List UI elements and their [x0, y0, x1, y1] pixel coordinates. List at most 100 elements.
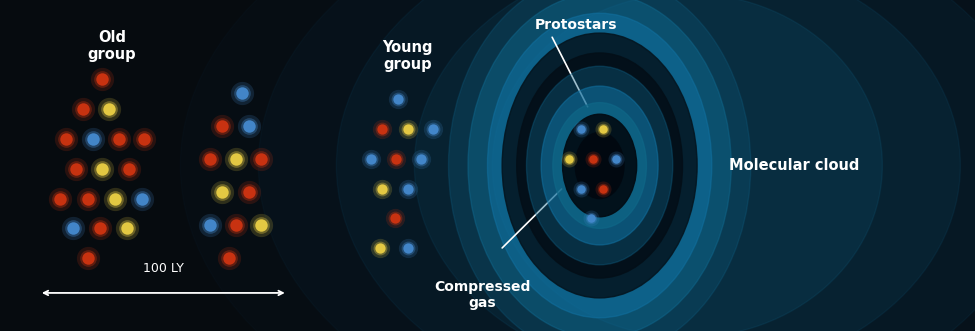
Point	[390, 97, 406, 102]
Point	[53, 196, 68, 201]
Point	[135, 196, 150, 201]
Point	[135, 196, 150, 201]
Point	[214, 123, 230, 128]
Point	[583, 216, 599, 221]
Point	[80, 256, 96, 261]
Point	[121, 166, 137, 171]
Point	[374, 126, 390, 132]
Point	[374, 186, 390, 191]
Point	[374, 126, 390, 132]
Point	[228, 156, 244, 162]
Point	[374, 186, 390, 191]
Point	[241, 189, 256, 195]
Point	[254, 156, 269, 162]
Point	[595, 186, 610, 191]
Point	[388, 156, 404, 162]
Point	[202, 222, 217, 228]
Text: Molecular cloud: Molecular cloud	[729, 158, 860, 173]
Ellipse shape	[517, 53, 682, 278]
Point	[58, 136, 74, 142]
Point	[363, 156, 378, 162]
Ellipse shape	[563, 114, 637, 217]
Point	[400, 126, 415, 132]
Point	[583, 216, 599, 221]
Point	[413, 156, 429, 162]
Point	[234, 90, 250, 95]
Point	[111, 136, 127, 142]
Point	[202, 156, 217, 162]
Point	[562, 156, 577, 162]
Point	[53, 196, 68, 201]
Point	[254, 222, 269, 228]
Point	[221, 256, 237, 261]
Point	[85, 136, 100, 142]
Point	[573, 126, 589, 132]
Point	[68, 166, 84, 171]
Point	[573, 186, 589, 191]
Point	[595, 186, 610, 191]
Point	[93, 226, 108, 231]
Ellipse shape	[526, 66, 673, 265]
Point	[400, 246, 415, 251]
Point	[136, 136, 152, 142]
Point	[425, 126, 441, 132]
Point	[95, 166, 110, 171]
Point	[372, 246, 388, 251]
Point	[363, 156, 378, 162]
Point	[400, 186, 415, 191]
Point	[95, 77, 110, 82]
Point	[214, 189, 230, 195]
Point	[53, 196, 68, 201]
Point	[95, 166, 110, 171]
Point	[75, 107, 91, 112]
Point	[80, 256, 96, 261]
Point	[221, 256, 237, 261]
Point	[573, 126, 589, 132]
Point	[608, 156, 624, 162]
Point	[234, 90, 250, 95]
Point	[573, 126, 589, 132]
Point	[400, 186, 415, 191]
Point	[228, 156, 244, 162]
Point	[595, 186, 610, 191]
Ellipse shape	[414, 0, 960, 331]
Point	[107, 196, 123, 201]
Point	[595, 126, 610, 132]
Point	[595, 126, 610, 132]
Ellipse shape	[180, 0, 975, 331]
Point	[202, 156, 217, 162]
Point	[65, 226, 81, 231]
Point	[390, 97, 406, 102]
Point	[241, 123, 256, 128]
Point	[372, 246, 388, 251]
Ellipse shape	[488, 13, 712, 318]
Text: Protostars: Protostars	[534, 18, 617, 32]
Point	[65, 226, 81, 231]
Point	[400, 246, 415, 251]
Point	[573, 186, 589, 191]
Point	[93, 226, 108, 231]
Point	[202, 222, 217, 228]
Point	[119, 226, 135, 231]
Point	[374, 186, 390, 191]
Point	[95, 77, 110, 82]
Point	[135, 196, 150, 201]
Point	[388, 156, 404, 162]
Ellipse shape	[541, 86, 658, 245]
Point	[387, 216, 403, 221]
Point	[608, 156, 624, 162]
Point	[241, 123, 256, 128]
Point	[85, 136, 100, 142]
Point	[585, 156, 601, 162]
Point	[387, 216, 403, 221]
Point	[234, 90, 250, 95]
Point	[68, 166, 84, 171]
Text: Old
group: Old group	[88, 30, 136, 62]
Point	[585, 156, 601, 162]
Ellipse shape	[575, 132, 624, 199]
Point	[228, 222, 244, 228]
Point	[374, 126, 390, 132]
Ellipse shape	[502, 33, 697, 298]
Point	[85, 136, 100, 142]
Point	[400, 246, 415, 251]
